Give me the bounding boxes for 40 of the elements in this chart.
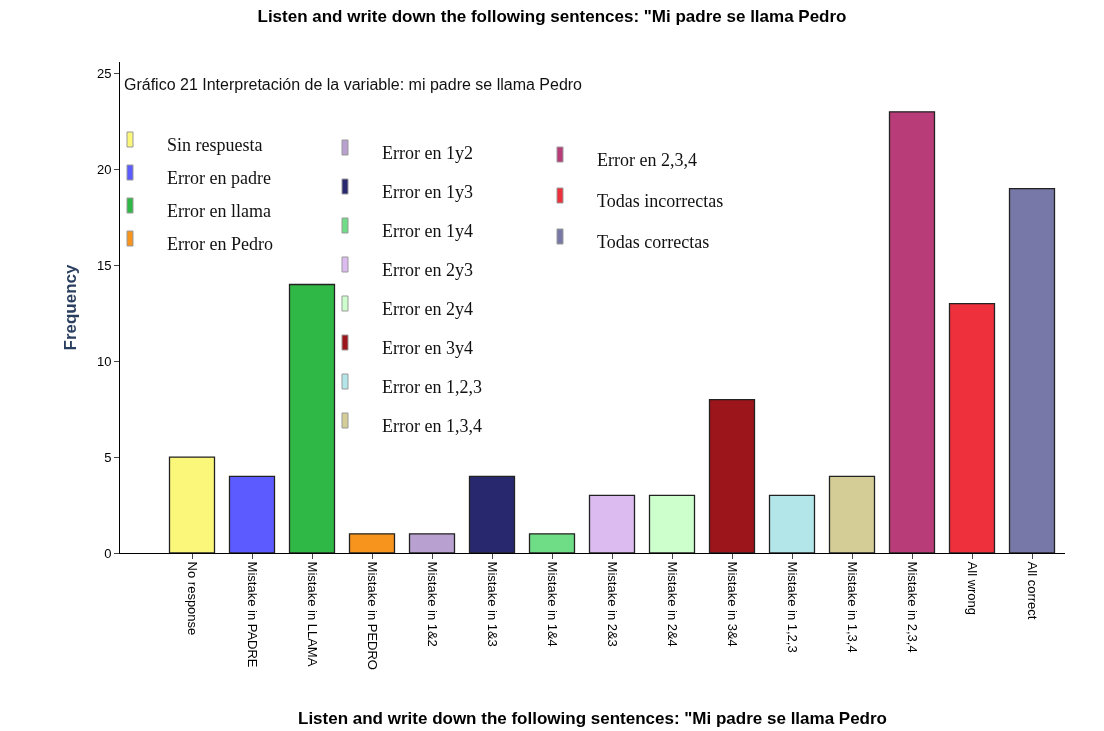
x-tick-label: Mistake in 1&4 bbox=[544, 561, 560, 647]
x-tick-label: Mistake in 1,2,3 bbox=[784, 561, 800, 653]
x-tick-label: Mistake in 3&4 bbox=[724, 561, 740, 647]
x-tick-label: Mistake in 2&4 bbox=[664, 561, 680, 647]
y-tick-label: 15 bbox=[96, 257, 112, 273]
x-tick-label: Mistake in 2&3 bbox=[604, 561, 620, 647]
legend-label: Error en 1,3,4 bbox=[382, 416, 482, 436]
x-tick-label: No response bbox=[184, 561, 200, 636]
x-tick-label: All wrong bbox=[964, 561, 980, 616]
y-tick-label: 0 bbox=[104, 545, 112, 561]
y-tick-label: 25 bbox=[96, 66, 112, 82]
y-axis-title: Frequency bbox=[61, 263, 81, 351]
x-tick-label: All correct bbox=[1024, 561, 1040, 620]
legend-label: Todas incorrectas bbox=[597, 191, 724, 211]
x-tick-label: Mistake in 2,3,4 bbox=[904, 561, 920, 653]
legend-label: Sin respuesta bbox=[167, 135, 263, 155]
annotation: Gráfico 21 Interpretación de la variable: mi padre se llama Pedro bbox=[124, 76, 583, 93]
legend-label: Error en padre bbox=[167, 168, 271, 188]
y-tick-label: 10 bbox=[96, 353, 112, 369]
legend-label: Error en 1,2,3 bbox=[382, 377, 482, 397]
legend-label: Error en llama bbox=[167, 201, 271, 221]
legend-label: Error en Pedro bbox=[167, 234, 273, 254]
x-tick-label: Mistake in 1&2 bbox=[424, 561, 440, 647]
legend-label: Error en 2y4 bbox=[382, 299, 473, 319]
legend-label: Error en 3y4 bbox=[382, 338, 473, 358]
x-axis-title: Listen and write down the following sentences: "Mi padre se llama Pedro bbox=[298, 709, 887, 728]
legend-label: Error en 1y2 bbox=[382, 143, 473, 163]
x-tick-label: Mistake in 1,3,4 bbox=[844, 561, 860, 653]
y-tick-label: 5 bbox=[104, 449, 112, 465]
legend-label: Todas correctas bbox=[597, 232, 710, 252]
legend-label: Error en 1y3 bbox=[382, 182, 473, 202]
legend-label: Error en 1y4 bbox=[382, 221, 473, 241]
y-tick-label: 20 bbox=[96, 161, 112, 177]
chart-title: Listen and write down the following sentences: "Mi padre se llama Pedro bbox=[257, 6, 847, 26]
legend-label: Error en 2y3 bbox=[382, 260, 473, 280]
x-tick-label: Mistake in PEDRO bbox=[364, 561, 380, 670]
x-tick-label: Mistake in LLAMA bbox=[304, 561, 320, 667]
legend-label: Error en 2,3,4 bbox=[597, 150, 697, 170]
x-tick-label: Mistake in 1&3 bbox=[484, 561, 500, 647]
x-tick-label: Mistake in PADRE bbox=[244, 561, 260, 668]
